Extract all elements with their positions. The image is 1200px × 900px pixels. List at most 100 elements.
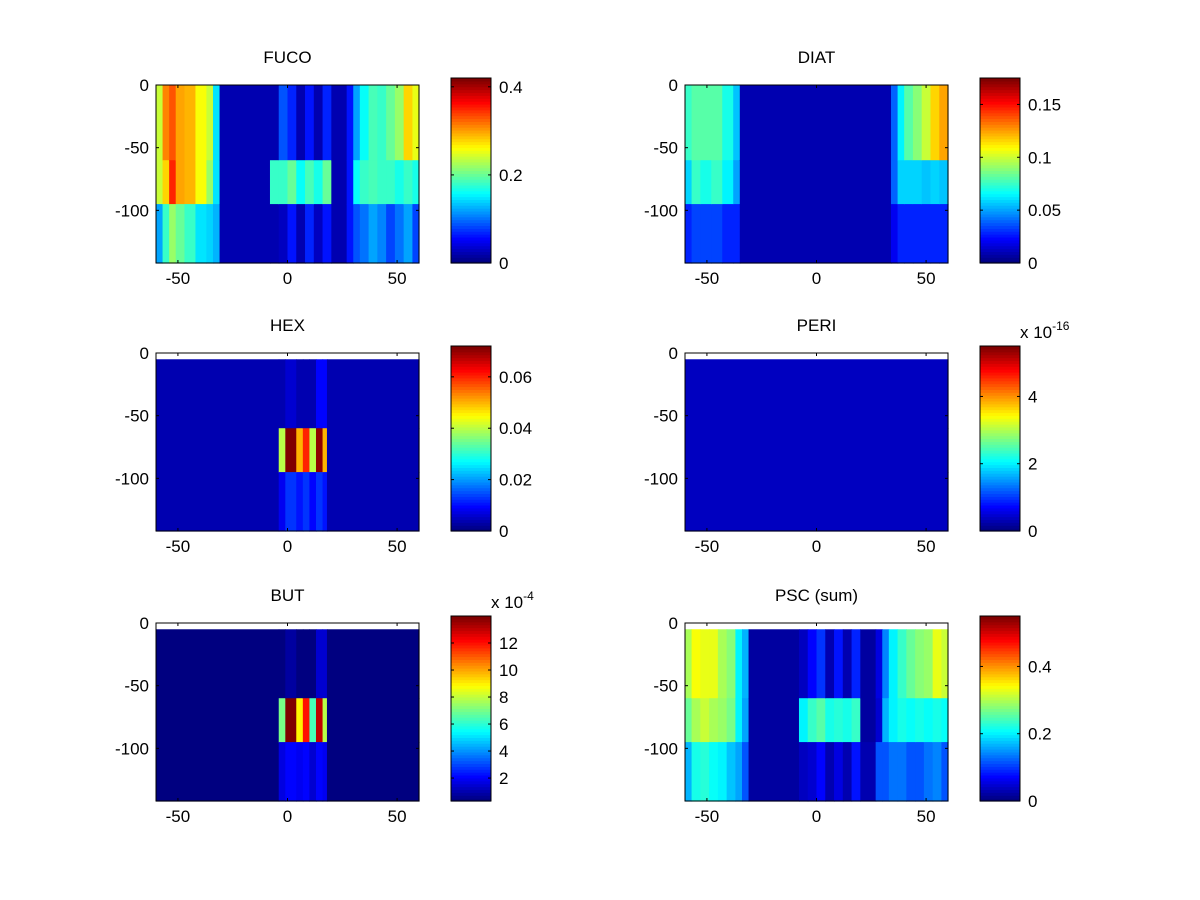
heatmap-cell: [941, 629, 949, 699]
heatmap-cell: [302, 359, 311, 429]
heatmap-cell: [842, 629, 853, 699]
colorbar-swatch: [980, 406, 1020, 411]
colorbar-swatch: [451, 731, 491, 736]
colorbar-swatch: [451, 653, 491, 658]
colorbar-swatch: [451, 481, 491, 486]
colorbar-swatch: [451, 239, 491, 244]
colorbar-swatch: [980, 348, 1020, 353]
colorbar-swatch: [980, 377, 1020, 382]
heatmap-cell: [175, 204, 186, 264]
colorbar-swatch: [451, 118, 491, 122]
colorbar-swatch: [980, 366, 1020, 370]
heatmap-cell: [322, 160, 332, 205]
heatmap-cell: [322, 698, 328, 743]
heatmap-cell: [930, 204, 940, 264]
colorbar-swatch: [451, 187, 491, 192]
colorbar-swatch: [451, 516, 491, 521]
heatmap-cell: [206, 204, 214, 264]
colorbar-swatch: [451, 525, 491, 529]
heatmap-cell: [722, 85, 734, 161]
colorbar-swatch: [451, 751, 491, 756]
heatmap-cell: [685, 698, 693, 743]
colorbar-swatch: [980, 260, 1020, 264]
colorbar-swatch: [980, 763, 1020, 767]
heatmap-cell: [285, 742, 297, 802]
heatmap-cell: [386, 85, 396, 161]
heatmap-cell: [219, 85, 271, 161]
colorbar: 0 0.02 0.04 0.06: [450, 345, 532, 541]
colorbar-swatch: [980, 496, 1020, 500]
colorbar-swatch: [451, 499, 491, 503]
heatmap-cell: [278, 428, 286, 473]
heatmap-cell: [175, 85, 186, 161]
colorbar-swatch: [980, 234, 1020, 238]
colorbar-swatch: [980, 699, 1020, 704]
heatmap-cell: [322, 742, 328, 802]
colorbar-swatch: [980, 360, 1020, 364]
colorbar-swatch: [451, 205, 491, 209]
heatmap-cell: [162, 204, 170, 264]
heatmap-cell: [882, 629, 890, 699]
colorbar-swatch: [451, 757, 491, 762]
colorbar-swatch: [980, 662, 1020, 666]
colorbar: 0 0.05 0.1 0.15: [979, 77, 1061, 273]
heatmap-cell: [685, 472, 949, 532]
heatmap-cell: [315, 698, 324, 743]
colorbar-swatch: [451, 789, 491, 793]
colorbar-swatch: [451, 766, 491, 770]
colorbar: 0 2 4 x 10-16: [979, 319, 1070, 541]
colorbar-swatch: [980, 363, 1020, 367]
colorbar-swatch: [451, 642, 491, 646]
heatmap-cell: [912, 160, 923, 205]
heatmap-cell: [798, 698, 809, 743]
heatmap-cell: [296, 359, 304, 429]
heatmap-cell: [269, 160, 280, 205]
colorbar-swatch: [980, 251, 1020, 255]
colorbar-swatch: [980, 182, 1020, 186]
heatmap-cell: [882, 698, 890, 743]
heatmap-cell: [726, 742, 737, 802]
colorbar-swatch: [451, 80, 491, 85]
colorbar-swatch: [980, 176, 1020, 180]
colorbar-swatch: [980, 722, 1020, 727]
heatmap-cell: [269, 85, 280, 161]
colorbar-swatch: [451, 112, 491, 117]
colorbar-swatch: [980, 484, 1020, 489]
colorbar-swatch: [980, 455, 1020, 460]
heatmap-cell: [739, 160, 892, 205]
colorbar-swatch: [451, 722, 491, 727]
colorbar-swatch: [980, 516, 1020, 521]
colorbar-swatch: [451, 458, 491, 463]
heatmap-cell: [897, 204, 905, 264]
colorbar-swatch: [451, 173, 491, 177]
heatmap-cell: [888, 698, 899, 743]
colorbar-swatch: [451, 662, 491, 666]
colorbar-swatch: [451, 184, 491, 189]
heatmap-cell: [322, 204, 332, 264]
colorbar-frame: [979, 345, 1021, 532]
heatmap-cell: [184, 160, 197, 205]
heatmap-cell: [403, 204, 414, 264]
colorbar-swatch: [980, 179, 1020, 183]
heatmap-cell: [287, 160, 297, 205]
colorbar-frame: [450, 345, 492, 532]
colorbar-tick-label: 0: [499, 254, 508, 273]
colorbar-swatch: [980, 199, 1020, 203]
colorbar-swatch: [451, 450, 491, 454]
heatmap-cell: [748, 698, 800, 743]
colorbar-swatch: [451, 699, 491, 704]
colorbar-swatch: [451, 478, 491, 483]
colorbar-swatch: [980, 714, 1020, 718]
colorbar-swatch: [980, 760, 1020, 765]
heatmap-cell: [386, 160, 396, 205]
heatmap-cell: [717, 742, 728, 802]
colorbar-swatch: [451, 196, 491, 201]
heatmap-cell: [834, 698, 844, 743]
heatmap-cell: [212, 160, 221, 205]
colorbar-swatch: [980, 435, 1020, 440]
heatmap-cell: [912, 204, 923, 264]
y-tick-label: -50: [653, 677, 678, 696]
colorbar-tick-label: 0: [1028, 792, 1037, 811]
panel-diat: DIAT -50 0 50 0 -50 -100 0 0.05 0.1 0.15: [644, 48, 1061, 288]
heatmap-cell: [875, 698, 883, 743]
